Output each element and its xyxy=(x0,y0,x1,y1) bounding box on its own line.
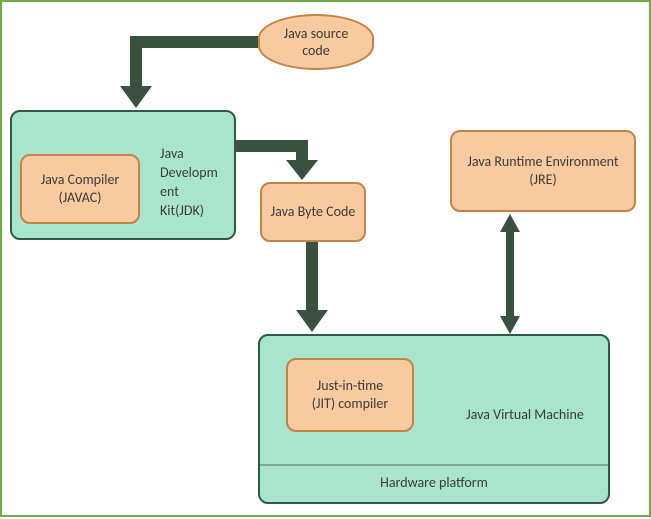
arrow-jvm-jre xyxy=(2,2,651,519)
diagram-canvas: Java sourcecode JavaDevelopmentKit(JDK) … xyxy=(0,0,651,517)
